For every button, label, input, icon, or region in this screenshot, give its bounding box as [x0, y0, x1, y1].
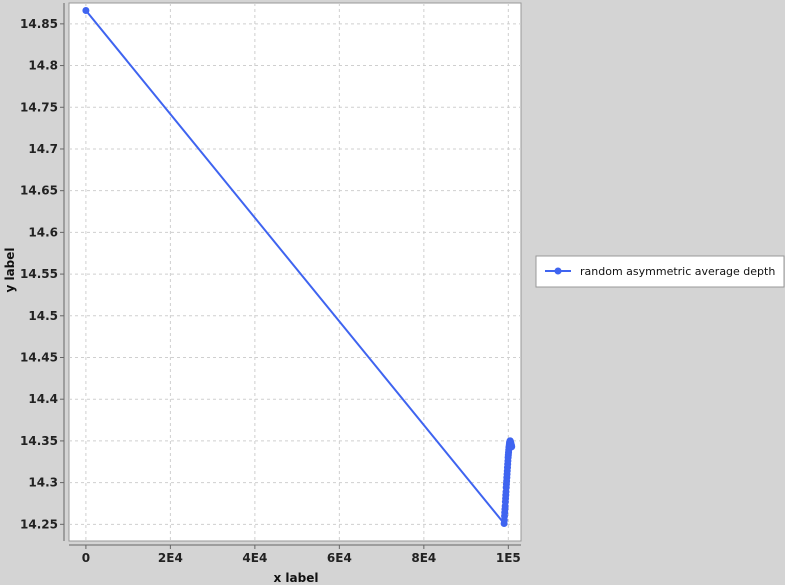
y-tick-label: 14.25	[20, 517, 58, 531]
y-tick-label: 14.35	[20, 434, 58, 448]
y-tick-label: 14.6	[28, 225, 58, 239]
data-point	[508, 443, 516, 451]
x-tick-label: 6E4	[327, 551, 352, 565]
y-axis-title: y label	[3, 247, 17, 292]
y-tick-label: 14.45	[20, 350, 58, 364]
y-tick-label: 14.3	[28, 476, 58, 490]
y-tick-label: 14.5	[28, 309, 58, 323]
legend: random asymmetric average depth	[535, 255, 785, 288]
x-tick-label: 8E4	[411, 551, 436, 565]
x-tick-label: 4E4	[242, 551, 267, 565]
y-tick-label: 14.4	[28, 392, 58, 406]
x-tick-label: 0	[82, 551, 90, 565]
x-axis-title: x label	[274, 571, 319, 585]
y-tick-label: 14.7	[28, 142, 58, 156]
y-tick-label: 14.8	[28, 59, 58, 73]
data-point	[82, 7, 90, 15]
x-tick-label: 1E5	[496, 551, 521, 565]
legend-marker-swatch	[554, 267, 562, 275]
y-tick-label: 14.55	[20, 267, 58, 281]
x-axis-ticks: 0 2E4 4E4 6E4 8E4 1E5	[82, 545, 521, 565]
y-tick-label: 14.65	[20, 184, 58, 198]
y-tick-label: 14.85	[20, 17, 58, 31]
series-layer	[82, 7, 516, 527]
legend-box	[535, 255, 785, 288]
x-tick-label: 2E4	[158, 551, 183, 565]
y-tick-label: 14.75	[20, 100, 58, 114]
y-axis-ticks: 14.25 14.3 14.35 14.4 14.45 14.5 14.55 14.6 14.6…	[20, 17, 64, 531]
legend-label: random asymmetric average depth	[580, 265, 775, 278]
